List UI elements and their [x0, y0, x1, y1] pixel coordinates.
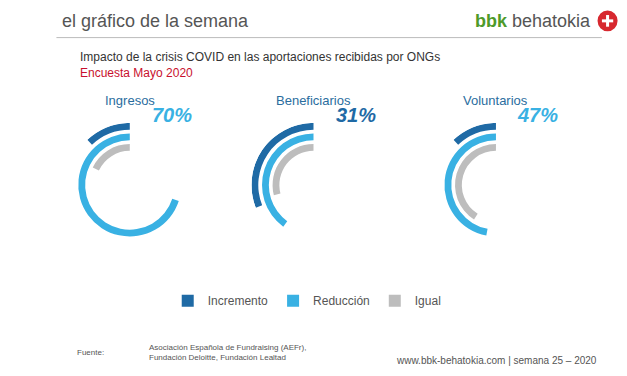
svg-text:bbk behatokia: bbk behatokia — [475, 11, 591, 31]
svg-text:Asociación Española de Fundrai: Asociación Española de Fundraising (AEFr… — [149, 343, 306, 362]
svg-text:Incremento: Incremento — [208, 294, 268, 308]
svg-text:Fuente:: Fuente: — [77, 348, 104, 357]
svg-text:Encuesta Mayo 2020: Encuesta Mayo 2020 — [80, 66, 193, 80]
svg-text:Beneficiarios: Beneficiarios — [276, 93, 351, 108]
svg-text:Igual: Igual — [415, 294, 441, 308]
svg-text:www.bbk-behatokia.com | semana: www.bbk-behatokia.com | semana 25 – 2020 — [396, 355, 597, 366]
svg-text:Ingresos: Ingresos — [105, 93, 155, 108]
svg-text:Voluntarios: Voluntarios — [463, 93, 528, 108]
svg-text:el gráfico de la semana: el gráfico de la semana — [62, 11, 249, 31]
svg-text:Impacto de la crisis COVID en: Impacto de la crisis COVID en las aporta… — [80, 50, 440, 64]
svg-text:31%: 31% — [336, 104, 376, 126]
svg-text:70%: 70% — [152, 104, 192, 126]
svg-text:Reducción: Reducción — [313, 294, 370, 308]
svg-text:47%: 47% — [517, 104, 558, 126]
